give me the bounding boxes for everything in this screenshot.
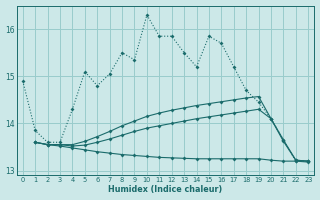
X-axis label: Humidex (Indice chaleur): Humidex (Indice chaleur): [108, 185, 223, 194]
